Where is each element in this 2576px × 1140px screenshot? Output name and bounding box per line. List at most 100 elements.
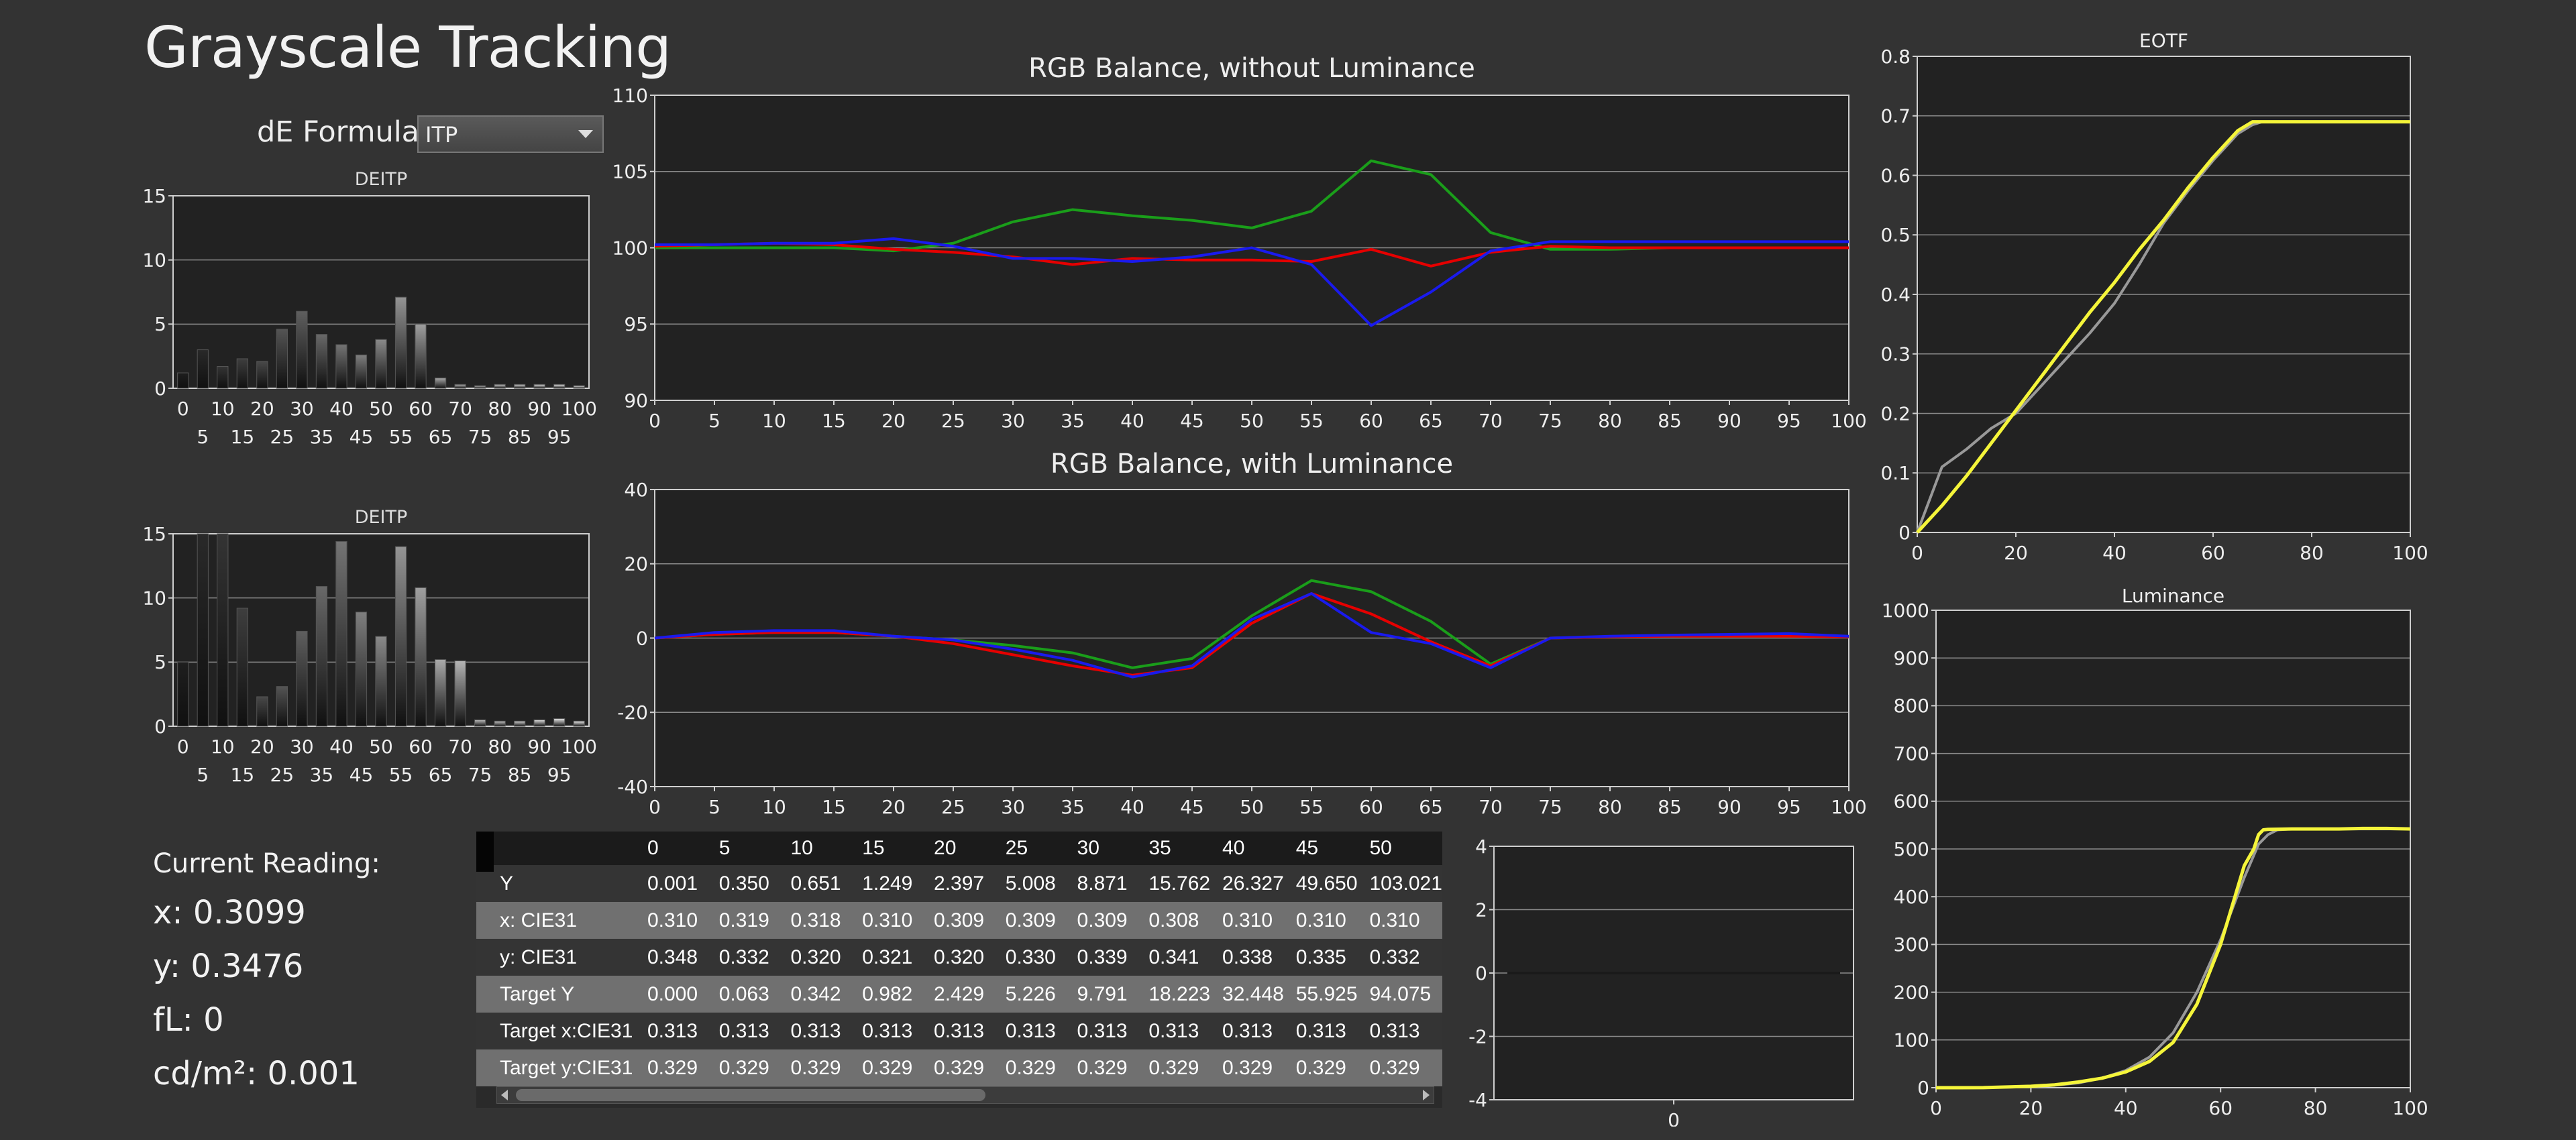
scroll-right-arrow-icon[interactable]: [1423, 1090, 1430, 1100]
table-column-header[interactable]: 15: [854, 832, 926, 865]
y-tick-label: 600: [1894, 791, 1929, 813]
table-row[interactable]: x: CIE31 0.310 0.319 0.318 0.310 0.309 0.309 0.…: [476, 902, 1442, 939]
bar: [514, 384, 526, 389]
series-line-blue: [654, 592, 1849, 679]
y-tick-label: 110: [612, 84, 648, 107]
y-tick-label: 90: [624, 390, 648, 412]
table-column-header[interactable]: 0: [639, 832, 711, 865]
scroll-left-arrow-icon[interactable]: [501, 1090, 508, 1100]
x-tick-label: 100: [1831, 410, 1866, 432]
bar: [494, 384, 506, 389]
table-cell: 0.651: [782, 865, 855, 902]
bar: [296, 630, 308, 727]
x-tick-label: 95: [1777, 410, 1801, 432]
bar: [454, 660, 466, 727]
y-tick-label: 0.6: [1880, 164, 1911, 186]
x-tick-label: 30: [290, 398, 314, 420]
rgb-balance-with-luminance-chart: RGB Balance, with Luminance -40 -20 0 20 40 0 5…: [617, 449, 1866, 818]
table-row[interactable]: y: CIE31 0.348 0.332 0.320 0.321 0.320 0.330 0.…: [476, 939, 1442, 976]
bar: [533, 719, 545, 727]
x-tick-label: 30: [1001, 796, 1025, 818]
x-tick-label: 25: [941, 410, 965, 432]
x-tick-label: 0: [1668, 1109, 1680, 1127]
table-cell: 0.329: [926, 1049, 998, 1086]
scrollbar-thumb[interactable]: [516, 1089, 985, 1101]
table-corner-cell: [476, 832, 639, 865]
measurement-table[interactable]: 0 5 10 15 20 25 30 35 40 45 50 Y 0.001 0.350 0.651 1.24…: [476, 832, 1442, 1108]
table-row[interactable]: Y 0.001 0.350 0.651 1.249 2.397 5.008 8.871 15.7…: [476, 865, 1442, 902]
table-cell: 0.310: [1214, 902, 1288, 939]
table-row[interactable]: Target Y 0.000 0.063 0.342 0.982 2.429 5.226 9.…: [476, 976, 1442, 1013]
x-tick-label: 50: [1240, 796, 1264, 818]
y-tick-label: 100: [612, 237, 648, 259]
x-tick-label: 70: [1479, 796, 1503, 818]
x-tick-label: 55: [389, 764, 413, 786]
x-tick-label: 0: [177, 398, 189, 420]
table-column-header[interactable]: 35: [1140, 832, 1215, 865]
x-tick-label: 5: [708, 410, 720, 432]
x-tick-label: 60: [409, 736, 433, 758]
series-line-yellow: [1935, 826, 2411, 1090]
table-cell: 0.329: [1287, 1049, 1362, 1086]
table-column-header[interactable]: 10: [782, 832, 855, 865]
rgb-balance-without-luminance-chart: RGB Balance, without Luminance9095100105…: [612, 53, 1867, 432]
y-tick-label: 0: [1475, 962, 1487, 984]
x-tick-label: 65: [429, 426, 453, 448]
table-cell: 0.332: [1361, 939, 1442, 976]
series-line-yellow: [1916, 120, 2410, 534]
x-tick-label: 40: [2114, 1097, 2138, 1119]
table-column-header[interactable]: 50: [1361, 832, 1442, 865]
table-cell: 0.329: [1214, 1049, 1288, 1086]
table-row[interactable]: Target y:CIE31 0.329 0.329 0.329 0.329 0.329 0…: [476, 1049, 1442, 1086]
bar: [375, 339, 387, 389]
table-column-header[interactable]: 45: [1287, 832, 1362, 865]
x-tick-label: 0: [649, 410, 661, 432]
de-formula-dropdown[interactable]: ITP: [417, 115, 604, 153]
table-cell: 0.339: [1069, 939, 1141, 976]
x-tick-label: 60: [2208, 1097, 2233, 1119]
x-tick-label: 75: [1538, 410, 1562, 432]
bar: [197, 533, 209, 727]
x-tick-label: 0: [177, 736, 189, 758]
x-tick-label: 40: [2102, 542, 2127, 564]
x-tick-label: 80: [1598, 796, 1622, 818]
x-tick-label: 45: [1180, 796, 1204, 818]
x-tick-label: 60: [2201, 542, 2225, 564]
table-scrollbar[interactable]: [496, 1086, 1434, 1104]
y-tick-label: 300: [1894, 933, 1929, 956]
table-cell: 0.313: [782, 1013, 855, 1049]
de-formula-value: ITP: [425, 122, 458, 148]
y-tick-label: 900: [1894, 647, 1929, 669]
x-tick-label: 80: [2304, 1097, 2328, 1119]
x-tick-label: 70: [448, 398, 472, 420]
bar: [197, 349, 209, 389]
y-tick-label: 1000: [1882, 600, 1929, 622]
table-column-header[interactable]: 20: [926, 832, 998, 865]
x-tick-label: 35: [310, 426, 334, 448]
table-cell: 32.448: [1214, 976, 1288, 1013]
table-column-header[interactable]: 30: [1069, 832, 1141, 865]
bar: [276, 329, 288, 389]
table-cell: 1.249: [854, 865, 926, 902]
bar: [276, 686, 288, 727]
table-column-header[interactable]: 40: [1214, 832, 1288, 865]
x-tick-label: 90: [527, 736, 551, 758]
table-row[interactable]: Target x:CIE31 0.313 0.313 0.313 0.313 0.313 0…: [476, 1013, 1442, 1049]
x-tick-label: 0: [1930, 1097, 1942, 1119]
table-column-header[interactable]: 25: [997, 832, 1069, 865]
y-tick-label: 5: [154, 651, 166, 673]
bar: [217, 533, 229, 727]
table-cell: 0.313: [1361, 1013, 1442, 1049]
table-column-header[interactable]: 5: [710, 832, 783, 865]
x-tick-label: 60: [1359, 410, 1383, 432]
bar: [315, 585, 328, 727]
x-tick-label: 20: [2019, 1097, 2043, 1119]
table-cell: 0.309: [1069, 902, 1141, 939]
y-tick-label: 20: [624, 553, 648, 575]
x-tick-label: 5: [197, 764, 209, 786]
x-tick-label: 10: [762, 410, 786, 432]
de-formula-label: dE Formula:: [257, 115, 429, 149]
x-tick-label: 70: [448, 736, 472, 758]
y-tick-label: 105: [612, 161, 648, 183]
